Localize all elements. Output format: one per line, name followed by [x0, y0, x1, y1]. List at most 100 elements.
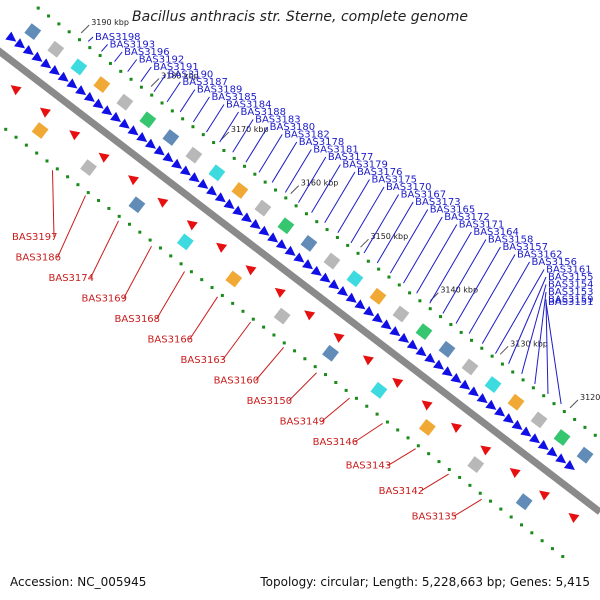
forward-gene-label[interactable]: BAS3173	[415, 197, 461, 208]
reverse-gene-label[interactable]: BAS3143	[346, 461, 392, 472]
forward-gene-label[interactable]: BAS3185	[211, 92, 257, 103]
gene-label-line	[222, 321, 251, 361]
cds-block	[415, 323, 433, 341]
track-dot	[117, 214, 121, 218]
track-dot	[98, 54, 102, 58]
gene-label-line	[192, 96, 210, 123]
track-dot	[14, 135, 18, 139]
cds-block	[139, 111, 157, 129]
forward-gene-label[interactable]: BAS3156	[532, 257, 578, 268]
reverse-gene-label[interactable]: BAS3197	[12, 232, 58, 243]
forward-gene-label[interactable]: BAS3165	[430, 205, 476, 216]
forward-gene-arrow	[127, 125, 139, 136]
gene-label-line	[521, 284, 547, 374]
forward-gene-arrow	[101, 105, 113, 116]
forward-gene-label[interactable]: BAS3193	[110, 40, 155, 51]
gene-label-line	[455, 246, 501, 324]
forward-gene-label[interactable]: BAS3192	[139, 55, 185, 66]
tick-label: 3130 kbp	[510, 339, 548, 348]
forward-gene-label[interactable]: BAS3153	[548, 287, 594, 298]
cds-block	[128, 196, 146, 214]
track-dot	[241, 309, 245, 313]
forward-gene-label[interactable]: BAS3167	[401, 190, 447, 201]
forward-gene-label[interactable]: BAS3191	[153, 62, 199, 73]
track-dot	[416, 444, 420, 448]
forward-gene-arrow	[511, 419, 523, 430]
forward-gene-label[interactable]: BAS3170	[386, 182, 432, 193]
forward-gene-label[interactable]: BAS3171	[459, 220, 505, 231]
reverse-gene-label[interactable]: BAS3135	[412, 511, 458, 522]
gene-label-line	[545, 301, 562, 405]
forward-gene-arrow	[31, 51, 43, 62]
track-dot	[489, 499, 493, 503]
forward-gene-label[interactable]: BAS3175	[371, 175, 417, 186]
forward-gene-label[interactable]: BAS3161	[546, 265, 592, 276]
forward-gene-label[interactable]: BAS3177	[328, 152, 374, 163]
forward-gene-label[interactable]: BAS3157	[502, 242, 547, 253]
forward-gene-label[interactable]: BAS3181	[313, 145, 359, 156]
tick-mark	[499, 345, 509, 355]
forward-gene-label[interactable]: BAS3190	[168, 70, 214, 81]
forward-gene-label[interactable]: BAS3178	[299, 137, 345, 148]
reverse-gene-label[interactable]: BAS3146	[313, 437, 359, 448]
forward-gene-label[interactable]: BAS3187	[182, 77, 228, 88]
forward-gene-label[interactable]: BAS3188	[241, 107, 286, 118]
track-dot	[366, 259, 370, 263]
reverse-gene-arrow	[450, 422, 462, 433]
track-dot	[469, 338, 473, 342]
gene-label-line	[354, 422, 383, 443]
track-dot	[128, 222, 132, 226]
reverse-gene-label[interactable]: BAS3160	[214, 376, 260, 387]
forward-gene-arrow	[14, 38, 25, 49]
track-dot	[57, 22, 61, 26]
reverse-gene-arrow	[98, 152, 110, 163]
track-dot	[520, 523, 524, 527]
gene-label-line	[508, 276, 547, 364]
forward-gene-label[interactable]: BAS3184	[226, 100, 272, 111]
forward-gene-label[interactable]: BAS3189	[197, 85, 243, 96]
forward-gene-label[interactable]: BAS3159	[548, 295, 594, 306]
reverse-gene-label[interactable]: BAS3150	[247, 396, 293, 407]
forward-gene-arrow	[546, 446, 558, 457]
forward-gene-label[interactable]: BAS3180	[270, 122, 316, 133]
track-dot	[540, 539, 544, 543]
reverse-gene-label[interactable]: BAS3168	[115, 314, 161, 325]
reverse-gene-label[interactable]: BAS3169	[82, 294, 128, 305]
forward-gene-arrow	[275, 239, 287, 250]
forward-gene-label[interactable]: BAS3182	[284, 130, 330, 141]
forward-gene-arrow	[258, 225, 270, 236]
forward-gene-arrow	[380, 319, 392, 330]
forward-gene-arrow	[354, 299, 366, 310]
forward-gene-label[interactable]: BAS3179	[342, 160, 388, 171]
gene-label-line	[127, 59, 138, 72]
tick-mark	[360, 238, 369, 248]
reverse-gene-label[interactable]: BAS3166	[148, 335, 194, 346]
reverse-gene-label[interactable]: BAS3186	[16, 253, 62, 264]
forward-gene-label[interactable]: BAS3151	[548, 297, 594, 308]
track-dot	[210, 286, 214, 290]
reverse-gene-label[interactable]: BAS3149	[280, 417, 326, 428]
reverse-gene-label[interactable]: BAS3142	[379, 486, 425, 497]
gene-label-line	[156, 271, 185, 320]
track-dot	[427, 452, 431, 456]
forward-gene-arrow	[529, 433, 540, 444]
forward-gene-label[interactable]: BAS3196	[124, 47, 169, 58]
cds-block	[185, 146, 203, 164]
forward-gene-label[interactable]: BAS3176	[357, 167, 403, 178]
tick-mark	[569, 399, 579, 409]
forward-gene-label[interactable]: BAS3154	[548, 280, 594, 291]
gene-label-line	[57, 195, 86, 258]
forward-gene-label[interactable]: BAS3155	[548, 272, 594, 283]
forward-gene-label[interactable]: BAS3164	[473, 227, 519, 238]
gene-label-line	[453, 498, 482, 517]
forward-gene-label[interactable]: BAS3198	[95, 32, 141, 43]
forward-gene-label[interactable]: BAS3183	[255, 115, 300, 126]
forward-gene-label[interactable]: BAS3172	[444, 212, 490, 223]
forward-gene-arrow	[494, 406, 506, 417]
forward-gene-label[interactable]: BAS3162	[517, 250, 563, 261]
reverse-gene-label[interactable]: BAS3163	[181, 355, 227, 366]
tick-label: 3140 kbp	[440, 286, 478, 295]
forward-gene-arrow	[66, 78, 78, 89]
reverse-gene-label[interactable]: BAS3174	[49, 273, 95, 284]
forward-gene-label[interactable]: BAS3158	[488, 235, 533, 246]
